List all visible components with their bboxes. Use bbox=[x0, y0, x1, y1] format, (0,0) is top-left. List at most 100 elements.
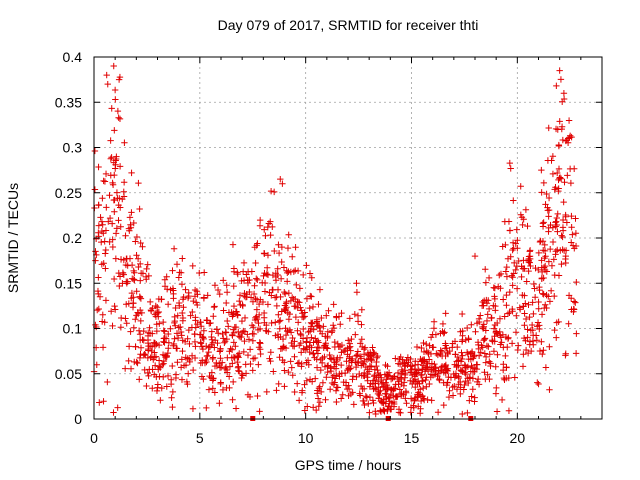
data-point bbox=[437, 350, 444, 358]
data-point bbox=[134, 255, 142, 262]
data-point bbox=[370, 385, 377, 393]
data-point bbox=[144, 261, 151, 268]
data-point bbox=[127, 328, 134, 335]
data-point bbox=[509, 246, 516, 254]
data-point bbox=[103, 71, 110, 79]
data-point bbox=[197, 319, 204, 326]
data-point bbox=[137, 344, 145, 351]
data-point bbox=[549, 153, 557, 160]
data-point bbox=[364, 374, 371, 381]
data-point bbox=[319, 379, 327, 386]
data-point bbox=[289, 334, 296, 342]
data-point bbox=[284, 244, 292, 252]
data-point bbox=[110, 409, 117, 416]
data-point bbox=[407, 409, 415, 416]
data-point bbox=[571, 245, 578, 252]
data-point bbox=[568, 133, 575, 141]
data-point bbox=[482, 266, 489, 273]
data-point bbox=[409, 380, 416, 388]
data-point bbox=[117, 256, 125, 263]
data-point bbox=[109, 236, 116, 243]
data-point bbox=[153, 321, 160, 328]
data-point bbox=[558, 232, 565, 239]
data-point bbox=[275, 380, 282, 388]
data-point bbox=[340, 347, 348, 355]
data-point bbox=[115, 114, 122, 121]
data-point bbox=[219, 386, 227, 394]
data-point bbox=[272, 319, 279, 326]
data-point bbox=[561, 179, 568, 186]
data-point bbox=[378, 398, 386, 406]
data-point bbox=[427, 334, 435, 341]
data-point bbox=[557, 76, 565, 83]
data-point bbox=[528, 321, 536, 329]
data-point bbox=[479, 298, 486, 306]
data-point bbox=[114, 107, 122, 115]
data-point bbox=[104, 378, 111, 386]
data-point bbox=[294, 380, 301, 387]
data-point bbox=[513, 285, 521, 292]
data-point bbox=[284, 269, 291, 277]
data-point bbox=[558, 260, 565, 268]
x-axis-label: GPS time / hours bbox=[295, 457, 402, 473]
data-point bbox=[354, 312, 362, 319]
data-point bbox=[468, 393, 475, 400]
data-point bbox=[171, 319, 178, 327]
data-point bbox=[255, 319, 262, 327]
data-point bbox=[306, 270, 314, 277]
x-tick-label: 10 bbox=[298, 430, 314, 446]
data-point bbox=[519, 265, 527, 272]
data-point bbox=[193, 299, 200, 306]
data-point bbox=[301, 381, 308, 388]
data-point bbox=[264, 252, 272, 259]
data-point bbox=[345, 382, 352, 389]
data-point bbox=[509, 239, 517, 246]
data-point bbox=[339, 391, 346, 398]
data-point bbox=[293, 281, 300, 289]
data-point bbox=[347, 347, 354, 354]
data-point bbox=[261, 288, 269, 295]
data-point bbox=[352, 331, 359, 338]
data-point bbox=[160, 318, 167, 326]
data-point bbox=[344, 351, 351, 358]
data-point bbox=[175, 274, 183, 281]
data-point bbox=[366, 383, 374, 390]
data-point bbox=[254, 240, 261, 247]
data-point bbox=[149, 330, 156, 337]
data-point bbox=[128, 289, 136, 297]
data-point bbox=[231, 323, 238, 331]
data-point bbox=[316, 286, 324, 293]
data-point bbox=[188, 352, 196, 360]
data-point bbox=[267, 231, 274, 239]
data-point bbox=[338, 309, 345, 317]
data-point bbox=[162, 335, 170, 342]
data-point bbox=[469, 386, 477, 393]
data-point bbox=[366, 362, 374, 370]
data-point bbox=[237, 301, 244, 309]
data-point bbox=[114, 404, 121, 411]
data-point bbox=[471, 351, 478, 359]
data-point bbox=[178, 376, 186, 383]
data-point bbox=[158, 295, 165, 303]
data-point bbox=[213, 326, 220, 333]
data-point bbox=[278, 345, 286, 352]
data-point bbox=[257, 340, 264, 347]
data-point bbox=[251, 354, 259, 362]
data-point bbox=[179, 296, 187, 303]
data-point bbox=[317, 356, 324, 364]
data-point bbox=[313, 318, 321, 325]
data-point bbox=[157, 397, 164, 404]
data-point bbox=[451, 374, 459, 381]
data-point bbox=[273, 293, 280, 301]
data-point bbox=[409, 371, 416, 379]
data-point bbox=[524, 222, 531, 230]
data-point bbox=[555, 165, 563, 173]
data-point bbox=[385, 402, 393, 410]
data-point bbox=[418, 371, 426, 378]
data-point bbox=[328, 356, 335, 363]
data-point bbox=[111, 302, 118, 310]
data-point bbox=[326, 351, 333, 359]
data-point bbox=[294, 267, 302, 275]
data-point bbox=[572, 299, 579, 306]
data-point bbox=[121, 139, 128, 146]
